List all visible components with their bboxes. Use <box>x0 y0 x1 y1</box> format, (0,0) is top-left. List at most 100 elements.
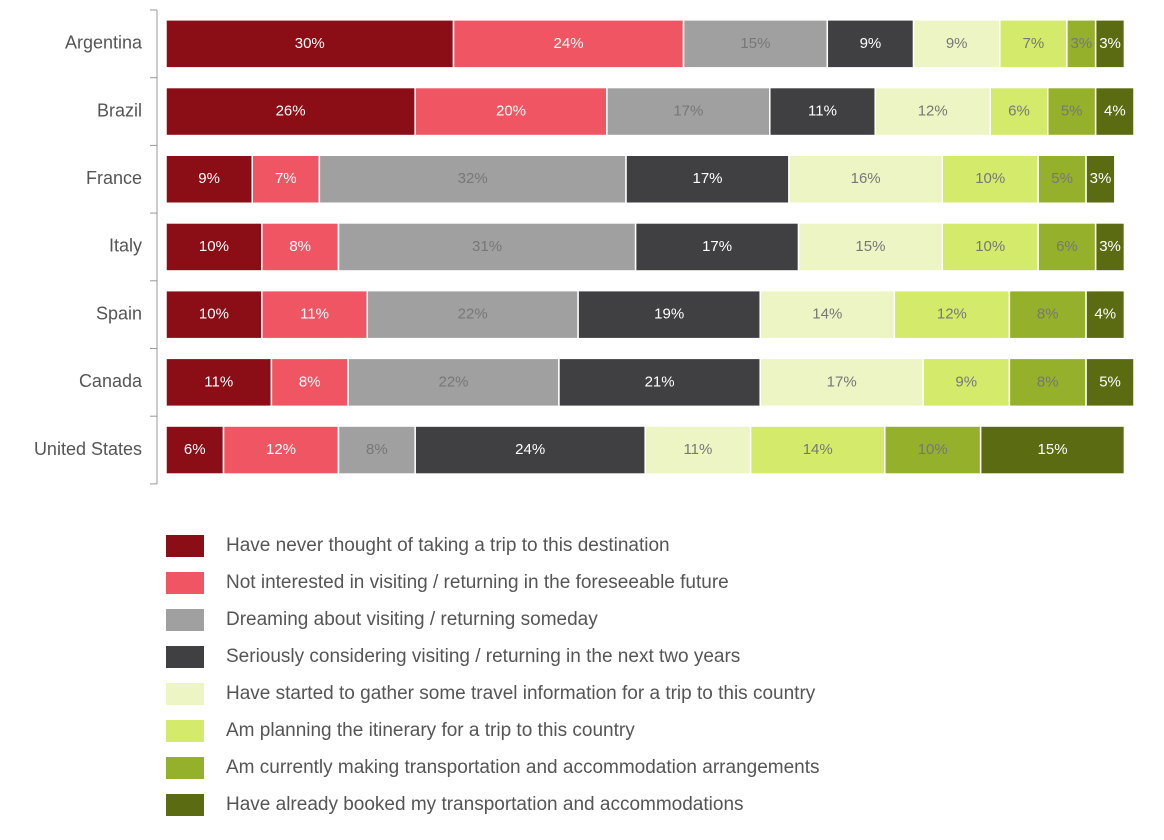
data-label: 8% <box>1037 306 1059 323</box>
data-label: 10% <box>975 238 1005 255</box>
bar-segment <box>644 425 752 475</box>
data-label: 31% <box>472 238 502 255</box>
data-label: 26% <box>276 103 306 120</box>
bar-segment <box>1085 289 1126 340</box>
data-label: 8% <box>289 238 311 255</box>
bar-segment <box>682 19 829 69</box>
bar-segment <box>979 425 1126 475</box>
data-label: 14% <box>803 441 833 458</box>
legend-swatch <box>166 609 204 631</box>
bar-segment <box>337 222 637 272</box>
bar-segment <box>1037 154 1087 204</box>
category-label: Canada <box>79 371 143 391</box>
bar-segment <box>1008 357 1087 408</box>
category-label: Spain <box>96 303 142 323</box>
bar-segment <box>1085 357 1135 408</box>
category-label: Brazil <box>97 100 142 120</box>
data-label: 22% <box>439 373 469 390</box>
data-label: 7% <box>1023 35 1045 52</box>
data-label: 5% <box>1061 103 1083 120</box>
legend-label: Not interested in visiting / returning i… <box>226 572 729 593</box>
bar-segment <box>874 86 991 137</box>
data-label: 7% <box>275 170 297 187</box>
data-label: 10% <box>199 238 229 255</box>
legend-swatch <box>166 646 204 668</box>
legend-label: Dreaming about visiting / returning some… <box>226 609 598 630</box>
bar-segment <box>912 19 1001 69</box>
legend-swatch <box>166 757 204 779</box>
data-label: 12% <box>937 306 967 323</box>
bar-segment <box>165 86 416 137</box>
data-label: 6% <box>1008 103 1030 120</box>
data-label: 10% <box>918 441 948 458</box>
legend-label: Have started to gather some travel infor… <box>226 683 816 704</box>
data-label: 17% <box>692 170 722 187</box>
bar-segment <box>759 357 924 408</box>
legend-label: Seriously considering visiting / returni… <box>226 646 740 667</box>
data-label: 6% <box>184 441 206 458</box>
legend-label: Am planning the itinerary for a trip to … <box>226 720 635 741</box>
data-label: 19% <box>654 306 684 323</box>
data-label: 3% <box>1090 170 1112 187</box>
bar-segment <box>261 289 369 340</box>
data-label: 30% <box>295 35 325 52</box>
bar-segment <box>759 289 896 340</box>
legend-label: Am currently making transportation and a… <box>226 757 820 778</box>
bar-segment <box>606 86 771 137</box>
legend-swatch <box>166 683 204 705</box>
bar-segment <box>1046 86 1097 137</box>
data-label: 17% <box>673 103 703 120</box>
bar-segment <box>261 222 340 272</box>
data-label: 22% <box>458 306 488 323</box>
bar-segment <box>452 19 685 69</box>
bar-segment <box>826 19 915 69</box>
bar-segment <box>165 222 263 272</box>
data-label: 9% <box>860 35 882 52</box>
bar-segment <box>922 357 1011 408</box>
data-label: 15% <box>740 35 770 52</box>
data-label: 3% <box>1070 35 1092 52</box>
bar-segment <box>414 425 646 475</box>
legend-swatch <box>166 720 204 742</box>
bar-segment <box>788 154 944 204</box>
bar-segment <box>1094 222 1126 272</box>
bar-segment <box>558 357 761 408</box>
data-label: 8% <box>1037 373 1059 390</box>
legend-label: Have already booked my transportation an… <box>226 794 744 815</box>
bar-segment <box>337 425 416 475</box>
data-label: 16% <box>851 170 881 187</box>
bar-segment <box>165 154 254 204</box>
legend-swatch <box>166 535 204 557</box>
bar-segment <box>1008 289 1087 340</box>
bar-segment <box>941 222 1039 272</box>
data-label: 3% <box>1099 238 1121 255</box>
bar-segment <box>999 19 1068 69</box>
data-label: 5% <box>1051 170 1073 187</box>
bar-segment <box>251 154 321 204</box>
data-label: 20% <box>496 103 526 120</box>
data-label: 12% <box>918 103 948 120</box>
data-label: 8% <box>299 373 321 390</box>
bar-segment <box>634 222 800 272</box>
data-label: 6% <box>1056 238 1078 255</box>
category-label: United States <box>34 439 142 459</box>
bar-segment <box>414 86 608 137</box>
category-label: France <box>86 168 142 188</box>
data-label: 17% <box>702 238 732 255</box>
data-label: 21% <box>645 373 675 390</box>
data-label: 4% <box>1094 306 1116 323</box>
data-label: 11% <box>808 103 837 120</box>
data-label: 9% <box>955 373 977 390</box>
legend-swatch <box>166 572 204 594</box>
bar-segment <box>1094 86 1135 137</box>
data-label: 32% <box>458 170 488 187</box>
category-label: Argentina <box>65 33 143 53</box>
data-label: 15% <box>1038 441 1068 458</box>
data-label: 3% <box>1099 35 1121 52</box>
bar-segment <box>270 357 349 408</box>
legend-swatch <box>166 794 204 816</box>
bar-segment <box>318 154 627 204</box>
data-label: 12% <box>266 441 296 458</box>
data-label: 11% <box>683 441 712 458</box>
